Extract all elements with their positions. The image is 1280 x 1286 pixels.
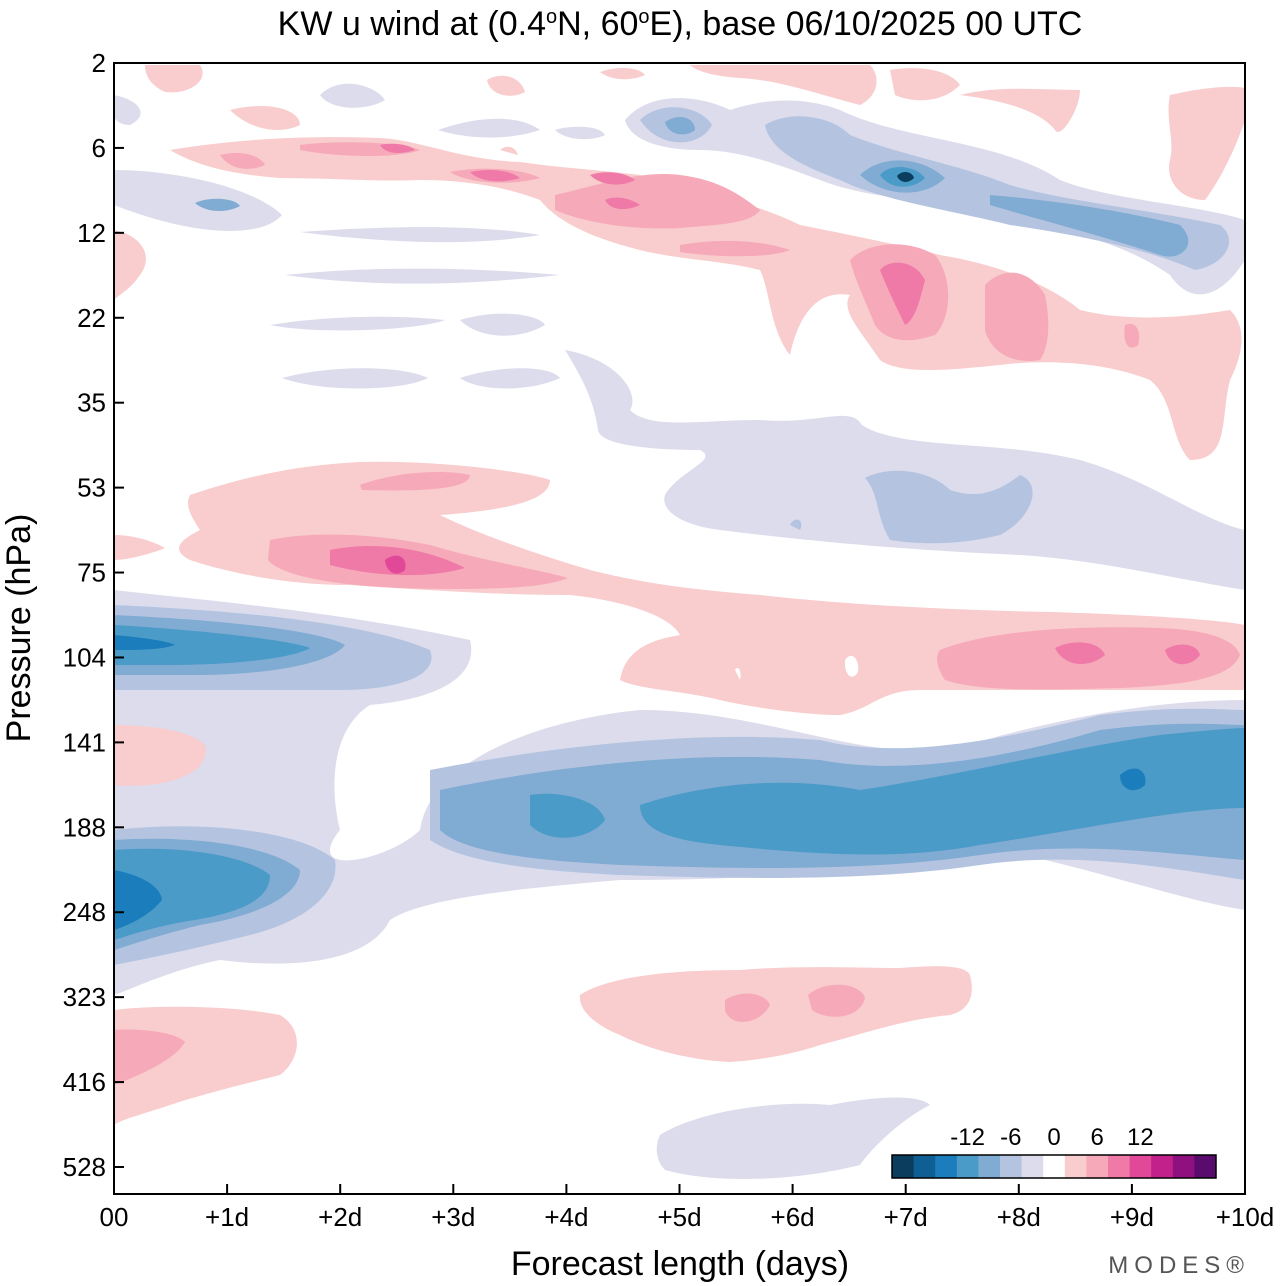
x-tick-label: +9d xyxy=(1110,1202,1154,1232)
y-tick-label: 35 xyxy=(77,388,106,418)
colorbar-label: -12 xyxy=(950,1124,985,1151)
y-tick-label: 104 xyxy=(63,642,106,672)
colorbar-swatch xyxy=(1043,1155,1066,1178)
y-tick-label: 323 xyxy=(63,982,106,1012)
contour-westerly-band-level2 xyxy=(268,472,1240,690)
x-tick-label: +3d xyxy=(431,1202,475,1232)
y-tick-label: 141 xyxy=(63,727,106,757)
colorbar-swatch xyxy=(1151,1155,1174,1178)
x-tick-label: 00 xyxy=(100,1202,129,1232)
x-tick-label: +5d xyxy=(657,1202,701,1232)
contour-strat-easterly-strands xyxy=(270,227,560,389)
y-axis: 2 6 12 22 35 53 75 104 141 188 248 323 416 528 xyxy=(63,48,124,1182)
x-tick-label: +4d xyxy=(544,1202,588,1232)
y-tick-label: 75 xyxy=(77,558,106,588)
y-tick-label: 248 xyxy=(63,897,106,927)
contour-easterly-jet-level4b xyxy=(530,728,1245,855)
contour-westerly-band-level4 xyxy=(385,555,406,574)
x-tick-label: +1d xyxy=(205,1202,249,1232)
x-axis-label: Forecast length (days) xyxy=(511,1245,849,1283)
contour-strat-easterly-f xyxy=(897,172,914,182)
x-tick-label: +10d xyxy=(1216,1202,1275,1232)
contour-lower-westerly-a xyxy=(579,966,972,1062)
colorbar-label: 12 xyxy=(1127,1124,1154,1151)
contour-westerly-band-level3 xyxy=(330,546,1200,665)
y-tick-label: 12 xyxy=(77,218,106,248)
y-tick-label: 528 xyxy=(63,1152,106,1182)
colorbar-swatch xyxy=(1086,1155,1109,1178)
colorbar-swatch xyxy=(1108,1155,1131,1178)
contour-lower-westerly-b xyxy=(725,984,865,1022)
y-tick-label: 2 xyxy=(92,48,106,78)
contour-strat-easterly-mid xyxy=(565,350,1245,590)
y-tick-label: 416 xyxy=(63,1067,106,1097)
contour-lower-westerly-d xyxy=(114,1029,185,1085)
colorbar-swatch xyxy=(935,1155,958,1178)
colorbar-swatch xyxy=(1021,1155,1044,1178)
colorbar: -12 -6 0 6 12 xyxy=(891,1124,1217,1179)
contour-easterly-jet-level4 xyxy=(114,625,310,665)
contour-strat-easterly-mid2 xyxy=(790,470,1033,544)
y-tick-label: 6 xyxy=(92,133,106,163)
colorbar-swatch xyxy=(1129,1155,1152,1178)
colorbar-swatch xyxy=(913,1155,936,1178)
contour-field xyxy=(114,65,1245,1180)
colorbar-swatch xyxy=(1064,1155,1087,1178)
x-tick-label: +2d xyxy=(318,1202,362,1232)
y-tick-label: 188 xyxy=(63,812,106,842)
y-tick-label: 53 xyxy=(77,473,106,503)
contour-easterly-jet-level4c xyxy=(114,848,270,940)
colorbar-swatch xyxy=(956,1155,979,1178)
x-axis: 00 +1d +2d +3d +4d +5d +6d +7d +8d +9d +10d xyxy=(100,1184,1275,1232)
colorbar-label: 6 xyxy=(1091,1124,1104,1151)
colorbar-swatch xyxy=(892,1155,915,1178)
colorbar-label: 0 xyxy=(1047,1124,1060,1151)
colorbar-swatch xyxy=(1000,1155,1023,1178)
colorbar-swatch xyxy=(1172,1155,1195,1178)
contour-strat-westerly-level1 xyxy=(114,65,1245,460)
contour-lower-easterly xyxy=(656,1097,930,1180)
contour-lower-westerly-c xyxy=(114,725,297,1125)
x-tick-label: +7d xyxy=(884,1202,928,1232)
contour-strat-easterly-a xyxy=(114,83,605,232)
x-tick-label: +8d xyxy=(997,1202,1041,1232)
colorbar-frame xyxy=(891,1154,1217,1179)
x-tick-label: +6d xyxy=(771,1202,815,1232)
y-tick-label: 22 xyxy=(77,303,106,333)
y-axis-label: Pressure (hPa) xyxy=(0,514,38,743)
colorbar-label: -6 xyxy=(1000,1124,1021,1151)
colorbar-swatch xyxy=(978,1155,1001,1178)
brand-logo: MODES® xyxy=(1108,1252,1250,1279)
colorbar-swatch xyxy=(1194,1155,1217,1178)
chart-title: KW u wind at (0.4oN, 60oE), base 06/10/2… xyxy=(278,5,1083,43)
